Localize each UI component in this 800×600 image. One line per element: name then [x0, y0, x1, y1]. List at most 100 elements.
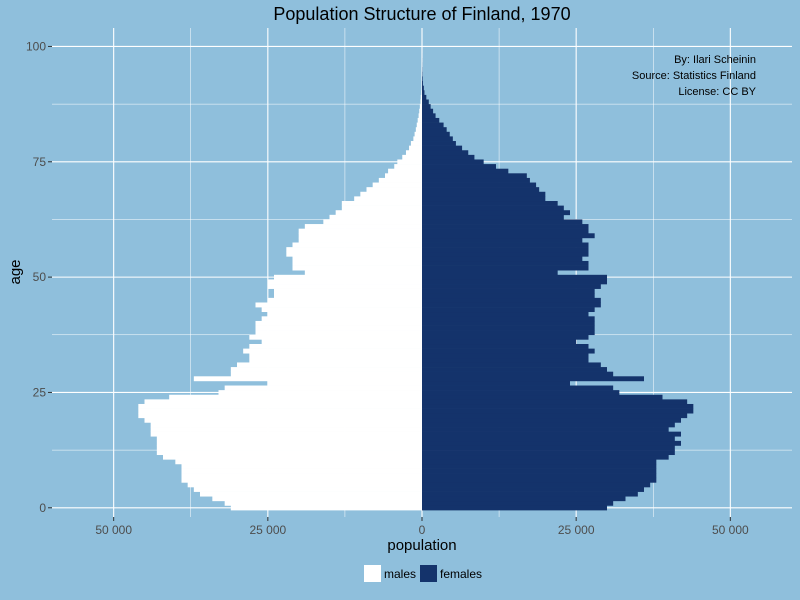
- females-bar-age-34: [422, 348, 595, 354]
- annotation-license: License: CC BY: [678, 86, 756, 98]
- females-bar-age-50: [422, 274, 607, 280]
- males-bar-age-70: [372, 182, 422, 188]
- females-bar-age-14: [422, 440, 681, 446]
- males-bar-age-12: [156, 450, 423, 456]
- females-bar-age-75: [422, 159, 484, 165]
- males-bar-age-29: [230, 371, 422, 377]
- males-bar-age-58: [298, 237, 422, 243]
- females-bar-age-33: [422, 353, 589, 359]
- y-axis-label: age: [7, 259, 24, 284]
- males-bar-age-81: [414, 131, 422, 137]
- males-bar-age-59: [298, 233, 422, 239]
- females-bar-age-6: [422, 477, 657, 483]
- y-tick-label: 75: [33, 155, 47, 169]
- females-bar-age-19: [422, 417, 681, 423]
- males-bar-age-14: [156, 440, 423, 446]
- males-bar-age-44: [255, 302, 422, 308]
- males-bar-age-2: [212, 496, 422, 502]
- x-tick-label: 0: [419, 523, 426, 537]
- females-bar-age-70: [422, 182, 537, 188]
- males-bar-age-63: [329, 214, 422, 220]
- females-bar-age-58: [422, 237, 583, 243]
- females-bar-age-12: [422, 450, 675, 456]
- females-bar-age-3: [422, 491, 638, 497]
- females-bar-age-44: [422, 302, 601, 308]
- males-bar-age-0: [230, 505, 422, 511]
- males-bar-age-50: [274, 274, 422, 280]
- females-bar-age-65: [422, 205, 564, 211]
- males-bar-age-57: [292, 242, 422, 248]
- females-bar-age-13: [422, 445, 675, 451]
- females-bar-age-40: [422, 320, 595, 326]
- males-bar-age-37: [249, 334, 422, 340]
- females-bar-age-4: [422, 487, 644, 492]
- females-bar-age-78: [422, 145, 463, 151]
- females-bar-age-69: [422, 187, 540, 193]
- females-bar-age-43: [422, 307, 595, 313]
- legend-swatch-females: [420, 565, 437, 582]
- y-tick-label: 0: [39, 501, 46, 515]
- males-bar-age-6: [181, 477, 422, 483]
- females-bar-age-76: [422, 154, 475, 160]
- females-bar-age-53: [422, 260, 589, 266]
- males-bar-age-74: [394, 164, 422, 170]
- females-bars: [422, 48, 694, 511]
- males-bar-age-3: [200, 491, 422, 497]
- males-bar-age-87: [419, 104, 422, 110]
- females-bar-age-91: [422, 85, 424, 91]
- males-bar-age-69: [366, 187, 422, 193]
- males-bar-age-36: [261, 339, 422, 345]
- females-bar-age-57: [422, 242, 589, 248]
- males-bar-age-20: [138, 413, 423, 419]
- females-bar-age-18: [422, 422, 675, 428]
- males-bar-age-7: [181, 473, 422, 479]
- females-bar-age-71: [422, 177, 530, 183]
- males-bar-age-64: [335, 210, 422, 216]
- females-bar-age-29: [422, 371, 614, 377]
- males-bar-age-45: [267, 297, 422, 303]
- y-tick-label: 50: [33, 270, 47, 284]
- males-bar-age-43: [261, 307, 422, 313]
- females-bar-age-7: [422, 473, 657, 479]
- females-bar-age-23: [422, 399, 688, 405]
- males-bar-age-33: [249, 353, 422, 359]
- females-bar-age-62: [422, 219, 583, 225]
- x-tick-label: 50 000: [712, 523, 749, 537]
- males-bar-age-17: [150, 427, 422, 432]
- males-bar-age-8: [181, 468, 422, 474]
- males-bar-age-23: [144, 399, 422, 405]
- x-tick-label: 25 000: [249, 523, 286, 537]
- males-bar-age-83: [416, 122, 422, 128]
- males-bar-age-46: [274, 293, 422, 299]
- females-bar-age-30: [422, 367, 607, 372]
- females-bar-age-47: [422, 288, 595, 294]
- females-bar-age-82: [422, 127, 447, 133]
- females-bar-age-26: [422, 385, 614, 391]
- males-bar-age-42: [267, 311, 422, 317]
- females-bar-age-77: [422, 150, 469, 156]
- females-bar-age-80: [422, 136, 453, 142]
- males-bar-age-67: [354, 196, 422, 202]
- males-bar-age-19: [144, 417, 422, 423]
- males-bar-age-49: [267, 279, 422, 285]
- females-bar-age-54: [422, 256, 583, 262]
- females-bar-age-24: [422, 394, 663, 400]
- males-bar-age-78: [409, 145, 422, 151]
- females-bar-age-52: [422, 265, 589, 271]
- females-bar-age-72: [422, 173, 527, 179]
- males-bar-age-68: [360, 191, 422, 197]
- males-bar-age-86: [419, 108, 422, 114]
- males-bar-age-53: [292, 260, 422, 266]
- females-bar-age-31: [422, 362, 601, 368]
- females-bar-age-84: [422, 117, 440, 123]
- males-bar-age-4: [193, 487, 422, 492]
- legend-label-females: females: [440, 567, 482, 581]
- x-axis-ticks: 50 000 25 000 0 25 000 50 000: [95, 517, 749, 537]
- females-bar-age-92: [422, 81, 423, 86]
- males-bar-age-75: [397, 159, 422, 165]
- annotation-source: Source: Statistics Finland: [632, 70, 756, 82]
- males-bar-age-31: [237, 362, 422, 368]
- males-bar-age-89: [420, 94, 422, 100]
- males-bar-age-1: [224, 500, 422, 506]
